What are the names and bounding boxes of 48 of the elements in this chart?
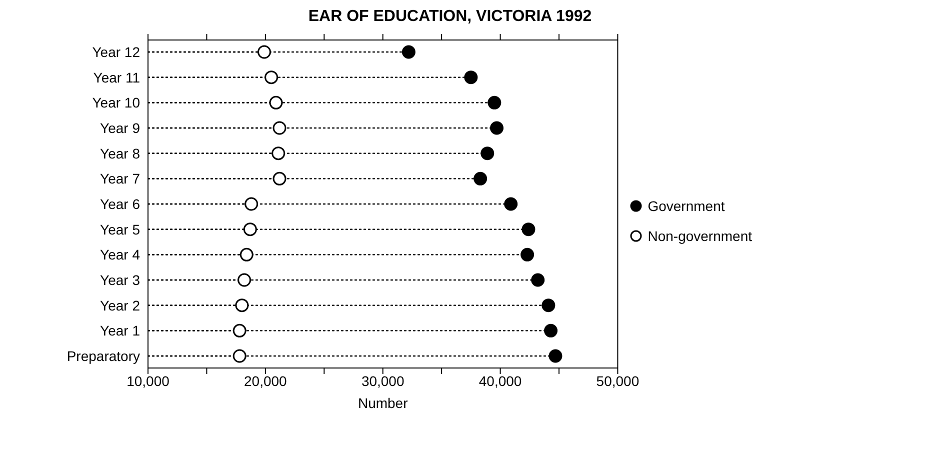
point (464, 70, 478, 84)
y-tick-label: Year 1 (100, 322, 140, 339)
point (269, 96, 283, 110)
point (240, 248, 254, 262)
point (531, 273, 545, 287)
point (264, 70, 278, 84)
point (258, 45, 272, 59)
y-tick-label: Year 6 (100, 196, 140, 212)
y-tick-label: Year 11 (93, 69, 140, 86)
point (402, 45, 416, 59)
point (504, 197, 518, 211)
x-tick-label: 40,000 (478, 372, 522, 389)
point (520, 248, 534, 262)
point (544, 324, 558, 338)
point (272, 121, 286, 135)
chart-title: EAR OF EDUCATION, VICTORIA 1992 (307, 8, 593, 26)
point (488, 96, 502, 110)
legend-label: Government (648, 198, 725, 214)
point (244, 197, 258, 211)
y-tick-label: Year 7 (100, 170, 140, 187)
point (548, 349, 562, 363)
legend-label: Non-government (648, 228, 752, 244)
y-tick-label: Year 3 (100, 272, 140, 288)
point (235, 298, 249, 312)
point (522, 222, 536, 236)
point (474, 172, 488, 186)
y-tick-label: Preparatory (66, 348, 140, 364)
y-tick-label: Year 9 (100, 120, 140, 136)
y-tick-label: Year 4 (100, 246, 140, 263)
point (490, 121, 504, 135)
point (232, 349, 246, 363)
point (272, 146, 286, 160)
point (238, 273, 252, 287)
point (542, 298, 556, 312)
y-tick-label: Year 10 (92, 94, 140, 111)
y-tick-label: Year 8 (100, 145, 140, 162)
x-axis-title: Number (358, 395, 408, 411)
point (272, 172, 286, 186)
x-tick-label: 30,000 (361, 372, 404, 389)
x-tick-label: 20,000 (244, 372, 288, 389)
x-tick-label: 50,000 (596, 372, 640, 389)
y-tick-label: Year 5 (100, 221, 140, 238)
y-tick-label: Year 12 (92, 44, 140, 60)
y-tick-label: Year 2 (100, 297, 140, 314)
x-tick-label: 10,000 (126, 372, 170, 389)
point (232, 324, 246, 338)
point (243, 222, 257, 236)
point (480, 146, 494, 160)
